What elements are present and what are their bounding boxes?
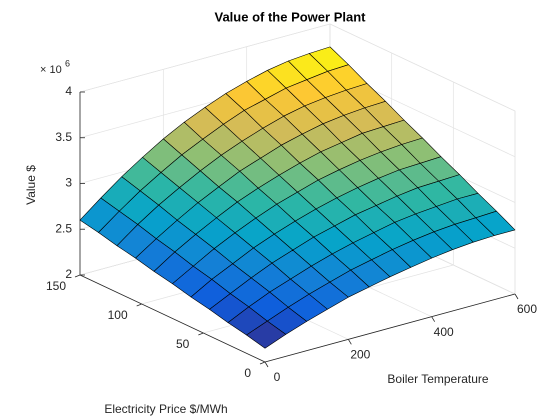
y-tick (259, 361, 266, 365)
z-tick-label: 2 (65, 267, 72, 281)
x-tick (264, 361, 269, 368)
z-tick-label: 4 (65, 84, 72, 98)
surface-patch (246, 320, 287, 349)
axis-line (264, 293, 516, 363)
chart-title: Value of the Power Plant (215, 9, 367, 24)
z-exponent: 6 (65, 58, 70, 68)
y-tick (136, 303, 142, 307)
z-tick-label: 3 (65, 176, 72, 190)
y-tick-label: 100 (108, 308, 128, 322)
z-axis-label: Value $ (24, 165, 38, 205)
x-tick (514, 293, 519, 300)
x-axis-label: Boiler Temperature (387, 372, 488, 386)
y-tick (198, 332, 204, 336)
y-tick-label: 0 (244, 366, 251, 380)
x-tick-label: 600 (517, 302, 537, 316)
surface (79, 46, 516, 349)
grid-line (79, 23, 331, 93)
y-tick-label: 50 (176, 337, 190, 351)
x-tick-label: 400 (434, 325, 454, 339)
axis-line (79, 274, 266, 363)
z-tick-label: 2.5 (55, 221, 72, 235)
x-tick (431, 316, 436, 322)
x-tick (347, 339, 352, 345)
x-tick-label: 200 (350, 348, 370, 362)
y-axis-label: Electricity Price $/MWh (104, 402, 227, 416)
y-tick-label: 150 (46, 279, 66, 293)
x-tick-label: 0 (274, 370, 281, 384)
z-exponent-base: × 10 (40, 64, 62, 76)
labels: Value of the Power Plant Boiler Temperat… (24, 9, 537, 416)
grid-line (329, 23, 516, 112)
y-tick (74, 274, 81, 278)
z-tick-label: 3.5 (55, 130, 72, 144)
